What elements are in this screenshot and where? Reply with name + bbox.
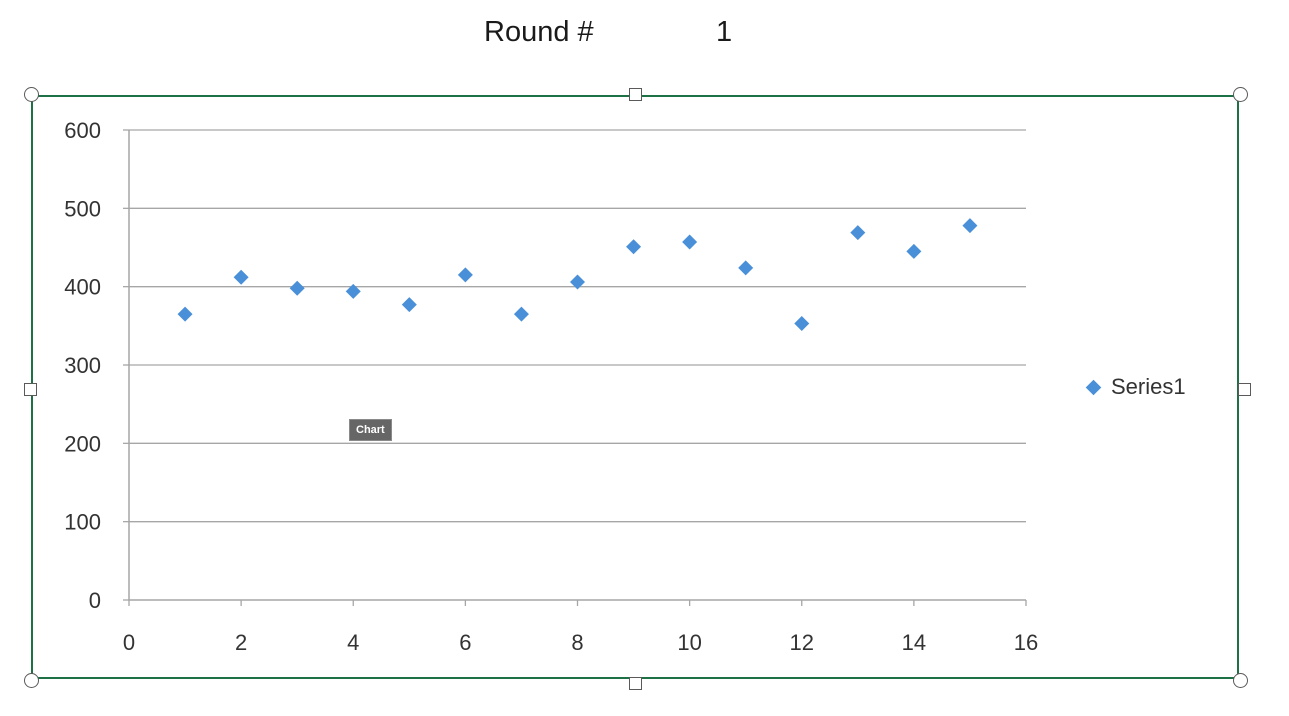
x-tick-label: 16 xyxy=(1014,630,1038,655)
round-label: Round # xyxy=(484,16,594,48)
resize-handle-top-left[interactable] xyxy=(24,87,39,102)
y-tick-label: 500 xyxy=(64,196,101,221)
x-tick-label: 2 xyxy=(235,630,247,655)
resize-handle-bottom-left[interactable] xyxy=(24,673,39,688)
data-point xyxy=(626,239,642,255)
data-point xyxy=(401,297,417,313)
data-point xyxy=(345,283,361,299)
legend-diamond-icon xyxy=(1085,379,1102,395)
resize-handle-top[interactable] xyxy=(629,88,642,101)
data-point xyxy=(738,260,754,276)
resize-handle-bottom[interactable] xyxy=(629,677,642,690)
resize-handle-bottom-right[interactable] xyxy=(1233,673,1248,688)
chart-legend[interactable]: Series1 xyxy=(1085,374,1186,400)
data-point xyxy=(682,234,698,250)
y-tick-label: 600 xyxy=(64,118,101,143)
y-tick-label: 100 xyxy=(64,510,101,535)
data-point xyxy=(177,306,193,322)
resize-handle-left[interactable] xyxy=(24,383,37,396)
round-value: 1 xyxy=(716,16,733,48)
data-point xyxy=(457,267,473,283)
y-tick-label: 200 xyxy=(64,431,101,456)
data-point xyxy=(233,269,249,285)
data-point xyxy=(570,274,585,290)
chart-area[interactable] xyxy=(31,95,1239,679)
y-tick-label: 400 xyxy=(64,275,101,300)
data-point xyxy=(906,243,922,259)
x-tick-label: 8 xyxy=(571,630,583,655)
resize-handle-top-right[interactable] xyxy=(1233,87,1248,102)
x-tick-label: 14 xyxy=(902,630,926,655)
x-tick-label: 6 xyxy=(459,630,471,655)
data-point xyxy=(289,280,305,296)
legend-series-label: Series1 xyxy=(1111,374,1186,399)
data-point xyxy=(962,218,978,234)
data-point xyxy=(794,315,810,331)
x-tick-label: 4 xyxy=(347,630,359,655)
data-point xyxy=(850,225,866,241)
chart-tooltip: Chart xyxy=(349,419,392,441)
y-tick-label: 300 xyxy=(64,353,101,378)
resize-handle-right[interactable] xyxy=(1238,383,1251,396)
y-tick-label: 0 xyxy=(89,588,101,613)
x-tick-label: 0 xyxy=(123,630,135,655)
x-tick-label: 10 xyxy=(677,630,701,655)
data-point xyxy=(513,306,529,322)
x-tick-label: 12 xyxy=(790,630,814,655)
